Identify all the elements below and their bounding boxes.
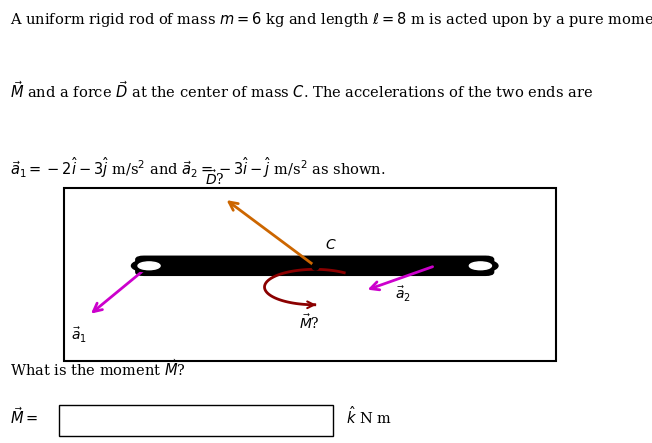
Circle shape: [132, 260, 167, 272]
Circle shape: [463, 260, 498, 272]
Text: What is the moment $\vec{M}$?: What is the moment $\vec{M}$?: [10, 358, 186, 379]
Text: $\vec{a}_2$: $\vec{a}_2$: [395, 285, 411, 303]
Text: $\hat{k}$ N m: $\hat{k}$ N m: [346, 405, 391, 427]
Text: $\vec{a}_1 = -2\hat{i} - 3\hat{j}$ m/s$^2$ and $\vec{a}_2 = -3\hat{i} - \hat{j}$: $\vec{a}_1 = -2\hat{i} - 3\hat{j}$ m/s$^…: [10, 155, 385, 180]
Text: A uniform rigid rod of mass $m = 6$ kg and length $\ell = 8$ m is acted upon by : A uniform rigid rod of mass $m = 6$ kg a…: [10, 10, 652, 29]
FancyBboxPatch shape: [59, 405, 333, 436]
Text: $\vec{a}_1$: $\vec{a}_1$: [71, 326, 87, 345]
Text: $\vec{D}$?: $\vec{D}$?: [205, 169, 224, 188]
Text: $\vec{M}$?: $\vec{M}$?: [299, 314, 320, 332]
Text: $\vec{M} =$: $\vec{M} =$: [10, 406, 38, 427]
Circle shape: [469, 262, 492, 270]
Text: $C$: $C$: [325, 237, 336, 252]
FancyBboxPatch shape: [136, 257, 493, 275]
Text: $\vec{M}$ and a force $\vec{D}$ at the center of mass $C$. The accelerations of : $\vec{M}$ and a force $\vec{D}$ at the c…: [10, 80, 593, 101]
Circle shape: [138, 262, 160, 270]
